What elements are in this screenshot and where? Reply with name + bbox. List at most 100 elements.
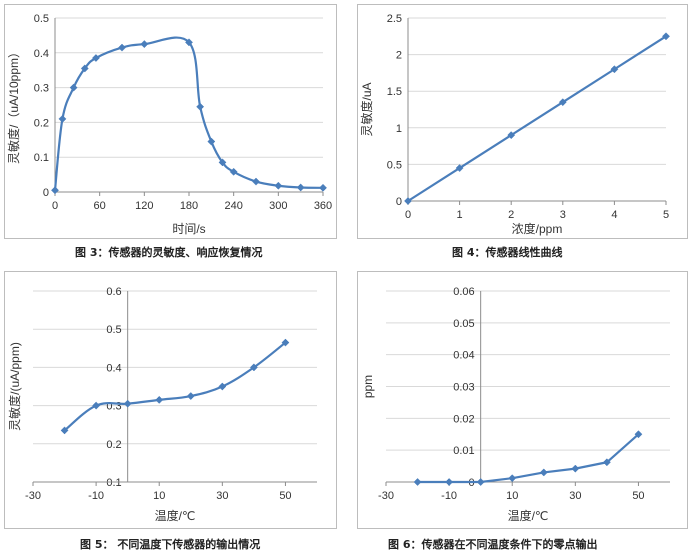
data-point-marker (319, 183, 327, 192)
data-point-marker (662, 32, 670, 41)
y-tick-label: 0.3 (34, 83, 49, 95)
chart-response-recovery: 0 0.1 0.2 0.3 0.4 0.5 0 60 120 180 240 300 360 时间/s 灵敏… (6, 13, 332, 236)
y-tick-label: 0 (396, 196, 402, 208)
y-tick-label: 0.06 (453, 286, 474, 298)
x-tick-label: 0 (405, 209, 411, 221)
series-line (417, 433, 640, 484)
data-point-marker (602, 458, 611, 467)
y-tick-label: 0.01 (453, 445, 474, 457)
data-point-marker (229, 167, 238, 176)
chart-panel-3: 0.1 0.2 0.3 0.4 0.5 0.6 -30 -10 10 30 50 温度/℃ 灵敏度/(u… (4, 271, 337, 529)
data-point-marker (51, 186, 59, 195)
y-tick-label: 0.1 (34, 152, 49, 164)
data-point-marker (634, 430, 643, 439)
y-tick-label: 0.4 (106, 362, 121, 374)
y-tick-label: 0.1 (106, 477, 121, 489)
x-tick-label: 30 (216, 490, 228, 502)
y-tick-label: 0.5 (387, 159, 402, 171)
caption-chart-1: 图 3：传感器的灵敏度、响应恢复情况 (75, 246, 263, 259)
x-tick-label: 300 (269, 200, 287, 212)
data-point-marker (140, 40, 149, 49)
chart-panel-2: 0 0.5 1 1.5 2 2.5 0 1 2 3 4 5 浓度/ppm 灵敏度/uA (357, 4, 688, 239)
x-tick-label: 0 (52, 200, 58, 212)
data-point-marker (252, 177, 260, 186)
y-axis-label: 灵敏度/(uA/ppm) (7, 342, 22, 431)
data-point-marker (539, 468, 548, 477)
data-point-marker (404, 197, 412, 205)
data-point-marker (207, 137, 216, 146)
data-point-marker (123, 399, 132, 408)
data-point-marker (455, 164, 464, 173)
x-tick-label: -30 (25, 490, 41, 502)
x-tick-label: 30 (569, 490, 581, 502)
data-point-marker (186, 392, 195, 401)
series-line (53, 36, 324, 191)
data-point-marker (185, 38, 193, 47)
chart-panel-1: 0 0.1 0.2 0.3 0.4 0.5 0 60 120 180 240 300 360 时间/s 灵敏… (4, 4, 337, 239)
data-point-marker (196, 102, 205, 111)
x-tick-label: 180 (180, 200, 198, 212)
x-tick-label: 120 (135, 200, 153, 212)
data-point-marker (91, 54, 100, 62)
y-tick-label: 1 (396, 123, 402, 135)
x-tick-label: 5 (663, 209, 669, 221)
y-tick-label: 0 (43, 187, 49, 199)
data-point-marker (476, 478, 485, 486)
x-tick-label: -30 (378, 490, 394, 502)
data-point-marker (155, 395, 164, 404)
data-point-marker (508, 474, 517, 483)
x-tick-label: 240 (224, 200, 242, 212)
x-tick-label: 1 (457, 209, 463, 221)
data-point-marker (274, 181, 283, 190)
data-point-marker (281, 338, 290, 347)
x-tick-label: 4 (611, 209, 617, 221)
data-point-marker (249, 363, 258, 372)
series-line (63, 341, 287, 432)
data-point-marker (218, 158, 227, 167)
x-tick-label: 10 (153, 490, 165, 502)
data-point-marker (507, 131, 516, 140)
y-tick-label: 0.2 (106, 439, 121, 451)
y-tick-label: 0.6 (106, 286, 121, 298)
x-tick-label: -10 (441, 490, 457, 502)
caption-chart-2: 图 4：传感器线性曲线 (452, 246, 563, 259)
caption-chart-3: 图 5： 不同温度下传感器的输出情况 (80, 538, 261, 551)
y-tick-label: 0.05 (453, 318, 474, 330)
x-tick-label: -10 (88, 490, 104, 502)
chart-zero-output: 00.010.020.030.040.050.06-30 -10 10 30 50温度/… (361, 286, 670, 523)
data-point-marker (80, 64, 89, 73)
chart-temperature-output: 0.10.20.30.40.50.6-30 -10 10 30 50温度/℃灵敏度/(u… (7, 286, 317, 523)
y-tick-label: 2.5 (387, 13, 402, 25)
x-tick-label: 360 (314, 200, 332, 212)
data-point-marker (60, 426, 69, 435)
chart-panel-4: 0 0.01 0.02 0.03 0.04 0.05 0.06 -30 -10 10 30 50 温度/… (357, 271, 688, 529)
caption-chart-4: 图 6：传感器在不同温度条件下的零点输出 (388, 538, 598, 551)
chart-linearity: 0 0.5 1 1.5 2 2.5 0 1 2 3 4 5 浓度/ppm 灵敏度/uA (359, 13, 670, 236)
data-point-marker (58, 114, 67, 123)
data-point-marker (558, 98, 567, 107)
y-tick-label: 0.02 (453, 413, 474, 425)
x-tick-label: 10 (506, 490, 518, 502)
x-tick-label: 50 (632, 490, 644, 502)
y-tick-label: 0.2 (34, 117, 49, 129)
x-tick-label: 2 (508, 209, 514, 221)
data-point-marker (413, 478, 422, 486)
data-point-marker (296, 183, 305, 192)
data-point-marker (571, 464, 580, 473)
y-tick-label: 0.4 (34, 48, 49, 60)
x-axis-label: 时间/s (172, 222, 205, 236)
series-line (407, 35, 667, 202)
data-point-marker (92, 401, 101, 410)
y-tick-label: 1.5 (387, 86, 402, 98)
x-axis-label: 温度/℃ (508, 508, 549, 523)
x-tick-label: 60 (94, 200, 106, 212)
x-axis-label: 温度/℃ (155, 508, 196, 523)
y-tick-label: 0.5 (34, 13, 49, 25)
y-axis-label: 灵敏度/uA (359, 82, 374, 136)
y-tick-label: 0.04 (453, 350, 474, 362)
y-axis-label: 灵敏度/（uA/10ppm） (6, 46, 21, 164)
x-tick-label: 50 (279, 490, 291, 502)
data-point-marker (118, 43, 126, 52)
y-tick-label: 0.5 (106, 324, 121, 336)
data-point-marker (69, 83, 78, 92)
